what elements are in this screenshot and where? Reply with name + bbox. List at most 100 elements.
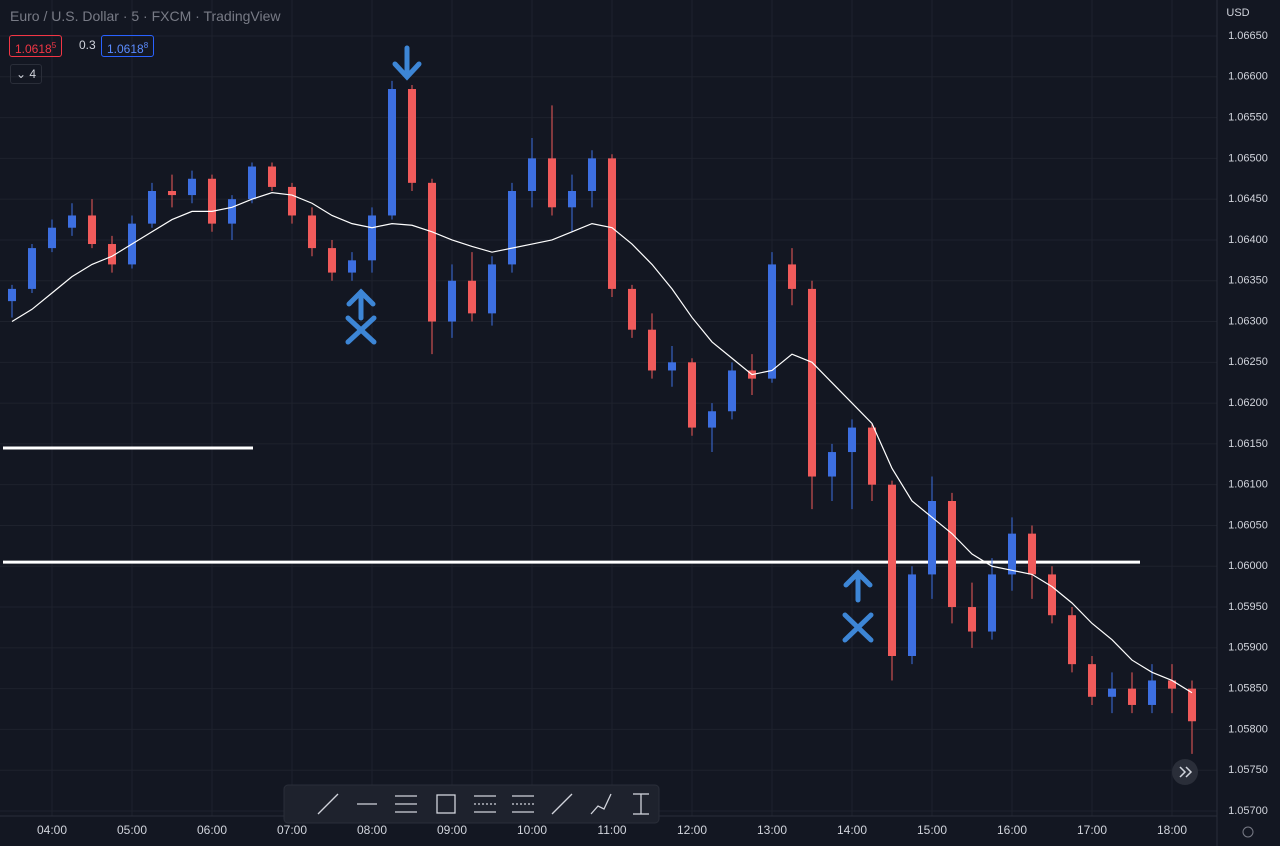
candle-body (1108, 688, 1116, 697)
x-tick-label: 04:00 (37, 823, 67, 837)
candle-body (568, 191, 576, 208)
candle-body (548, 158, 556, 208)
arrow-tool[interactable] (551, 793, 573, 815)
candle-body (48, 227, 56, 249)
candle-body (768, 264, 776, 379)
candle-body (688, 362, 696, 428)
indicators-toggle[interactable]: ⌄ 4 (10, 64, 43, 84)
candle-body (208, 178, 216, 224)
candle-body (368, 215, 376, 261)
candle-body (728, 370, 736, 412)
x-tick-label: 14:00 (837, 823, 867, 837)
candle-body (408, 89, 416, 183)
y-tick-label: 1.06350 (1228, 275, 1268, 287)
y-tick-label: 1.06050 (1228, 519, 1268, 531)
y-tick-label: 1.05850 (1228, 683, 1268, 695)
candle-body (308, 215, 316, 249)
candle-body (988, 574, 996, 632)
y-tick-label: 1.05800 (1228, 723, 1268, 735)
ask-price[interactable]: 1.06188 (101, 35, 155, 57)
candle-body (168, 191, 176, 196)
candle-body (668, 362, 676, 371)
x-tick-label: 13:00 (757, 823, 787, 837)
x-tick-label: 09:00 (437, 823, 467, 837)
candle-body (948, 501, 956, 608)
candle-body (488, 264, 496, 314)
candle-body (1048, 574, 1056, 616)
x-tick-label: 08:00 (357, 823, 387, 837)
x-tick-label: 11:00 (597, 823, 626, 837)
ask-main: 1.0618 (107, 42, 144, 56)
drawing-toolbar (283, 784, 660, 824)
candle-body (188, 178, 196, 196)
candle-body (1128, 688, 1136, 705)
candle-body (428, 182, 436, 322)
candle-body (588, 158, 596, 191)
y-tick-label: 1.05700 (1228, 805, 1268, 817)
annotation-up-arrow (345, 288, 377, 345)
candle-body (448, 280, 456, 322)
bid-sup: 5 (51, 41, 57, 50)
moving-average (11, 192, 1193, 694)
y-tick-label: 1.05900 (1228, 642, 1268, 654)
candle-body (468, 280, 476, 314)
fib-tool[interactable] (474, 795, 496, 813)
x-tick-label: 15:00 (917, 823, 947, 837)
indicators-count: 4 (29, 67, 37, 81)
x-tick-label: 05:00 (117, 823, 147, 837)
x-tick-label: 17:00 (1077, 823, 1107, 837)
y-tick-label: 1.06450 (1228, 193, 1268, 205)
spread: 0.3 (79, 38, 96, 52)
candle-body (8, 288, 16, 302)
settings-icon[interactable] (1242, 826, 1254, 838)
candle-body (1188, 688, 1196, 722)
candle-body (388, 89, 396, 216)
x-tick-label: 12:00 (677, 823, 707, 837)
parallel-lines-tool[interactable] (395, 795, 417, 813)
y-tick-label: 1.06150 (1228, 438, 1268, 450)
currency-label[interactable]: USD (1226, 7, 1249, 19)
candle-body (708, 411, 716, 428)
candle-body (1088, 664, 1096, 697)
candle-body (1168, 680, 1176, 689)
candle-body (348, 260, 356, 273)
candle-body (148, 191, 156, 224)
candle-body (508, 191, 516, 265)
annotation-down-arrow (392, 45, 422, 81)
candle-body (1148, 680, 1156, 705)
trendline-tool[interactable] (317, 793, 339, 815)
candle-body (908, 574, 916, 656)
y-tick-label: 1.06550 (1228, 111, 1268, 123)
symbol-title: Euro / U.S. Dollar · 5 · FXCM · TradingV… (10, 8, 281, 24)
measure-tool[interactable] (633, 793, 649, 815)
candle-body (528, 158, 536, 191)
candle-body (608, 158, 616, 289)
candle-body (1008, 533, 1016, 575)
candle-body (788, 264, 796, 289)
pitchfork-tool[interactable] (512, 795, 534, 813)
candle-body (288, 186, 296, 216)
x-tick-label: 07:00 (277, 823, 307, 837)
y-tick-label: 1.06000 (1228, 560, 1268, 572)
y-tick-label: 1.06200 (1228, 397, 1268, 409)
candle-body (68, 215, 76, 228)
scroll-right-icon (1179, 766, 1193, 778)
y-tick-label: 1.06100 (1228, 479, 1268, 491)
rectangle-tool[interactable] (436, 794, 456, 814)
candle-body (808, 288, 816, 477)
y-tick-label: 1.06500 (1228, 152, 1268, 164)
y-tick-label: 1.06300 (1228, 315, 1268, 327)
bid-price[interactable]: 1.06185 (9, 35, 63, 57)
bid-main: 1.0618 (15, 42, 52, 56)
y-tick-label: 1.06400 (1228, 234, 1268, 246)
candle-body (228, 199, 236, 224)
path-tool[interactable] (590, 793, 612, 815)
candle-body (248, 166, 256, 200)
candle-body (328, 248, 336, 273)
candle-body (1028, 533, 1036, 575)
annotation-up-arrow (842, 569, 874, 643)
y-tick-label: 1.06250 (1228, 356, 1268, 368)
y-tick-label: 1.06650 (1228, 30, 1268, 42)
ask-sup: 8 (143, 41, 149, 50)
